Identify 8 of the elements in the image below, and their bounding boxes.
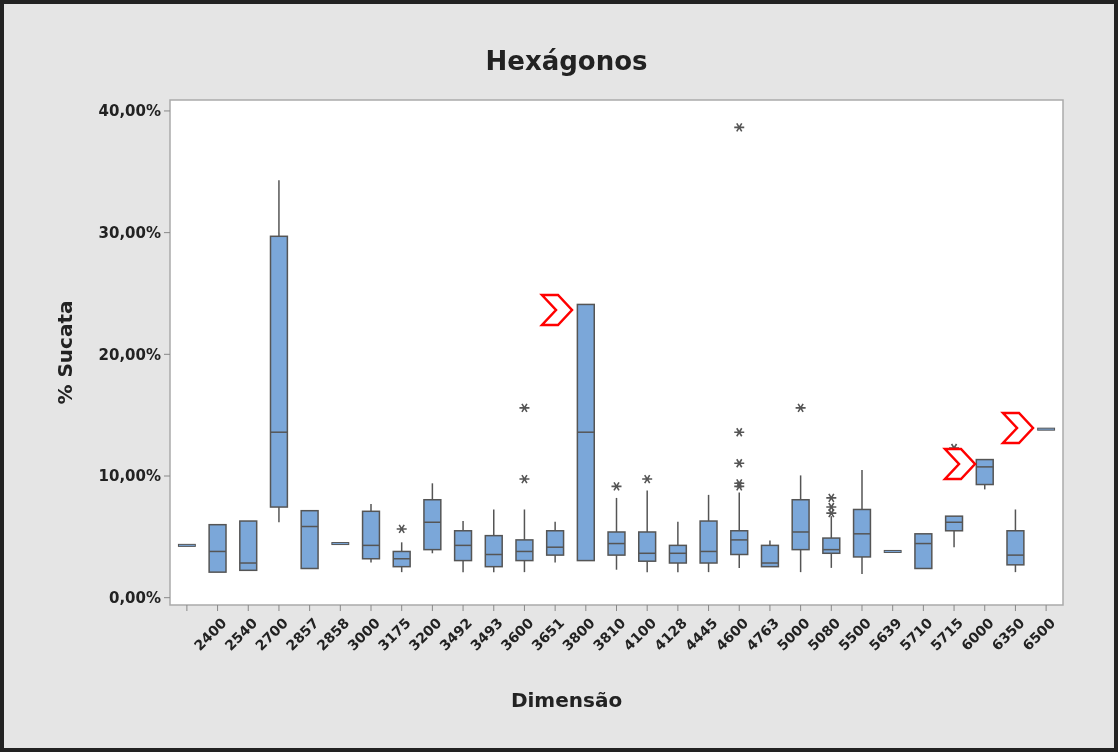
y-tick-label: 30,00% — [98, 223, 161, 242]
y-tick-label: 40,00% — [98, 102, 161, 121]
y-axis-title: % Sucata — [53, 300, 77, 405]
x-axis-title: Dimensão — [510, 688, 623, 712]
y-tick-label: 10,00% — [98, 467, 161, 486]
y-tick-label: 0,00% — [108, 588, 161, 607]
chart-title: Hexágonos — [485, 46, 648, 76]
y-tick-label: 20,00% — [98, 345, 161, 364]
